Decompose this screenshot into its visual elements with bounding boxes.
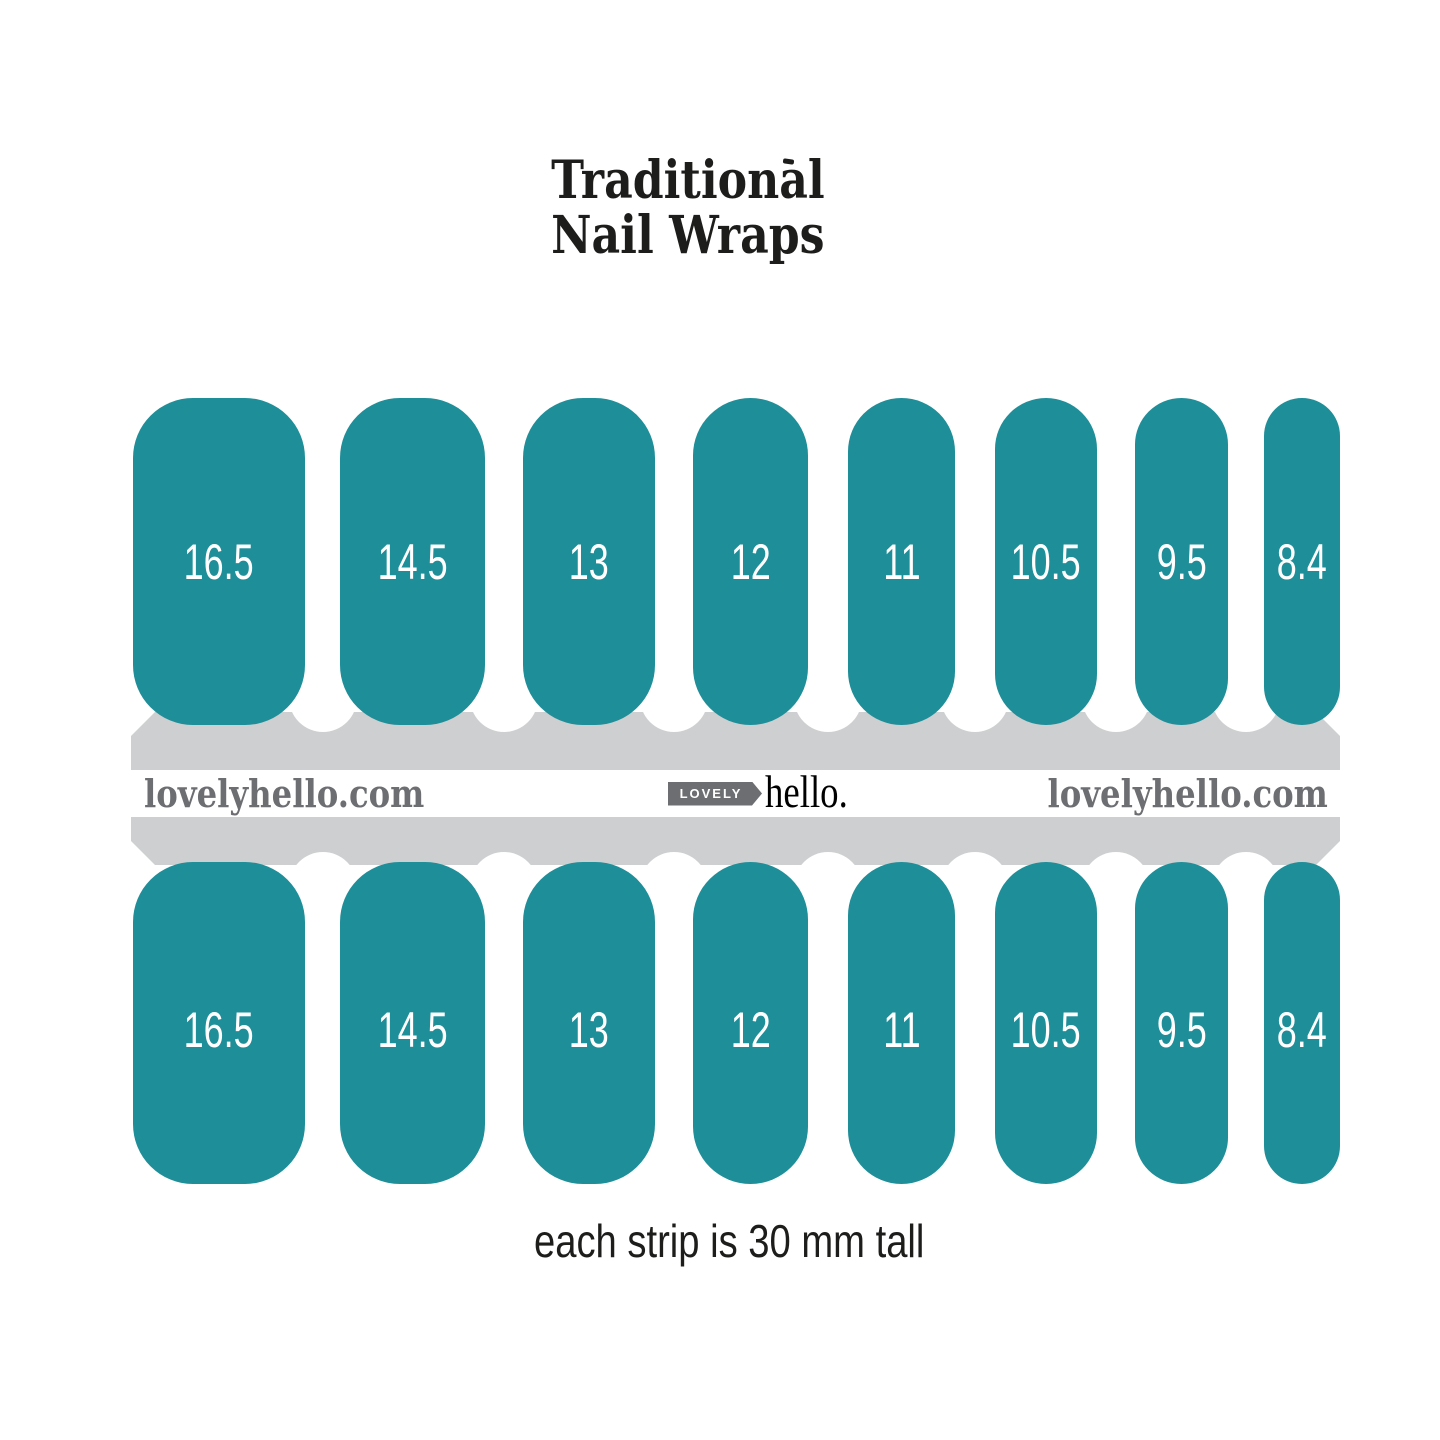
size-note-text: each strip is 30 mm tall [533, 1215, 925, 1267]
nail-size-label: 8.4 [1276, 1002, 1328, 1058]
nail-size-label: 9.5 [1156, 1002, 1207, 1058]
nail-strip-9.5-row1: 9.5 [1135, 398, 1228, 725]
nail-strip-12-row1: 12 [693, 398, 808, 725]
nail-strip-11-row1: 11 [848, 398, 955, 725]
brand-logo: LOVELY hello. [668, 765, 868, 817]
nail-size-label: 16.5 [183, 1002, 255, 1058]
nail-strip-14.5-row2: 14.5 [340, 862, 485, 1184]
wrap-sheet: lovelyhello.com LOVELY hello. lovelyhell… [131, 398, 1340, 1188]
logo-tag: LOVELY [668, 782, 762, 806]
nail-size-label: 14.5 [377, 1002, 448, 1058]
nail-size-label: 8.4 [1276, 533, 1328, 590]
nail-size-label: 12 [730, 1002, 771, 1058]
watermark-left: lovelyhello.com [144, 771, 425, 816]
size-note: each strip is 30 mm tall [9, 1218, 1440, 1264]
nail-strip-11-row2: 11 [848, 862, 955, 1184]
nail-size-label: 10.5 [1010, 533, 1082, 590]
nail-strip-14.5-row1: 14.5 [340, 398, 485, 725]
brand-stripe: lovelyhello.com LOVELY hello. lovelyhell… [131, 765, 1340, 817]
nail-strip-8.4-row1: 8.4 [1264, 398, 1340, 725]
nail-strip-16.5-row2: 16.5 [133, 862, 305, 1184]
watermark-right: lovelyhello.com [1047, 771, 1328, 816]
nail-strip-16.5-row1: 16.5 [133, 398, 305, 725]
nail-size-label: 9.5 [1156, 533, 1207, 590]
nail-strip-8.4-row2: 8.4 [1264, 862, 1340, 1184]
nail-size-label: 13 [568, 533, 610, 590]
nail-size-label: 10.5 [1010, 1002, 1082, 1058]
nail-size-label: 11 [882, 533, 921, 590]
nail-strip-10.5-row2: 10.5 [995, 862, 1097, 1184]
nail-strip-12-row2: 12 [693, 862, 808, 1184]
nail-size-label: 13 [568, 1002, 610, 1058]
logo-name: hello. [765, 765, 848, 817]
nail-size-label: 12 [730, 533, 771, 590]
nail-size-label: 16.5 [183, 533, 255, 590]
nail-size-label: 14.5 [377, 533, 448, 590]
title-line-2: Nail Wraps [551, 205, 825, 266]
page-title: Traditional Nail Wraps [0, 153, 1376, 263]
nail-strip-10.5-row1: 10.5 [995, 398, 1097, 725]
nail-size-label: 11 [882, 1002, 921, 1058]
nail-strip-13-row1: 13 [523, 398, 655, 725]
nail-strip-13-row2: 13 [523, 862, 655, 1184]
nail-strip-9.5-row2: 9.5 [1135, 862, 1228, 1184]
title-line-1: Traditional [551, 150, 825, 211]
